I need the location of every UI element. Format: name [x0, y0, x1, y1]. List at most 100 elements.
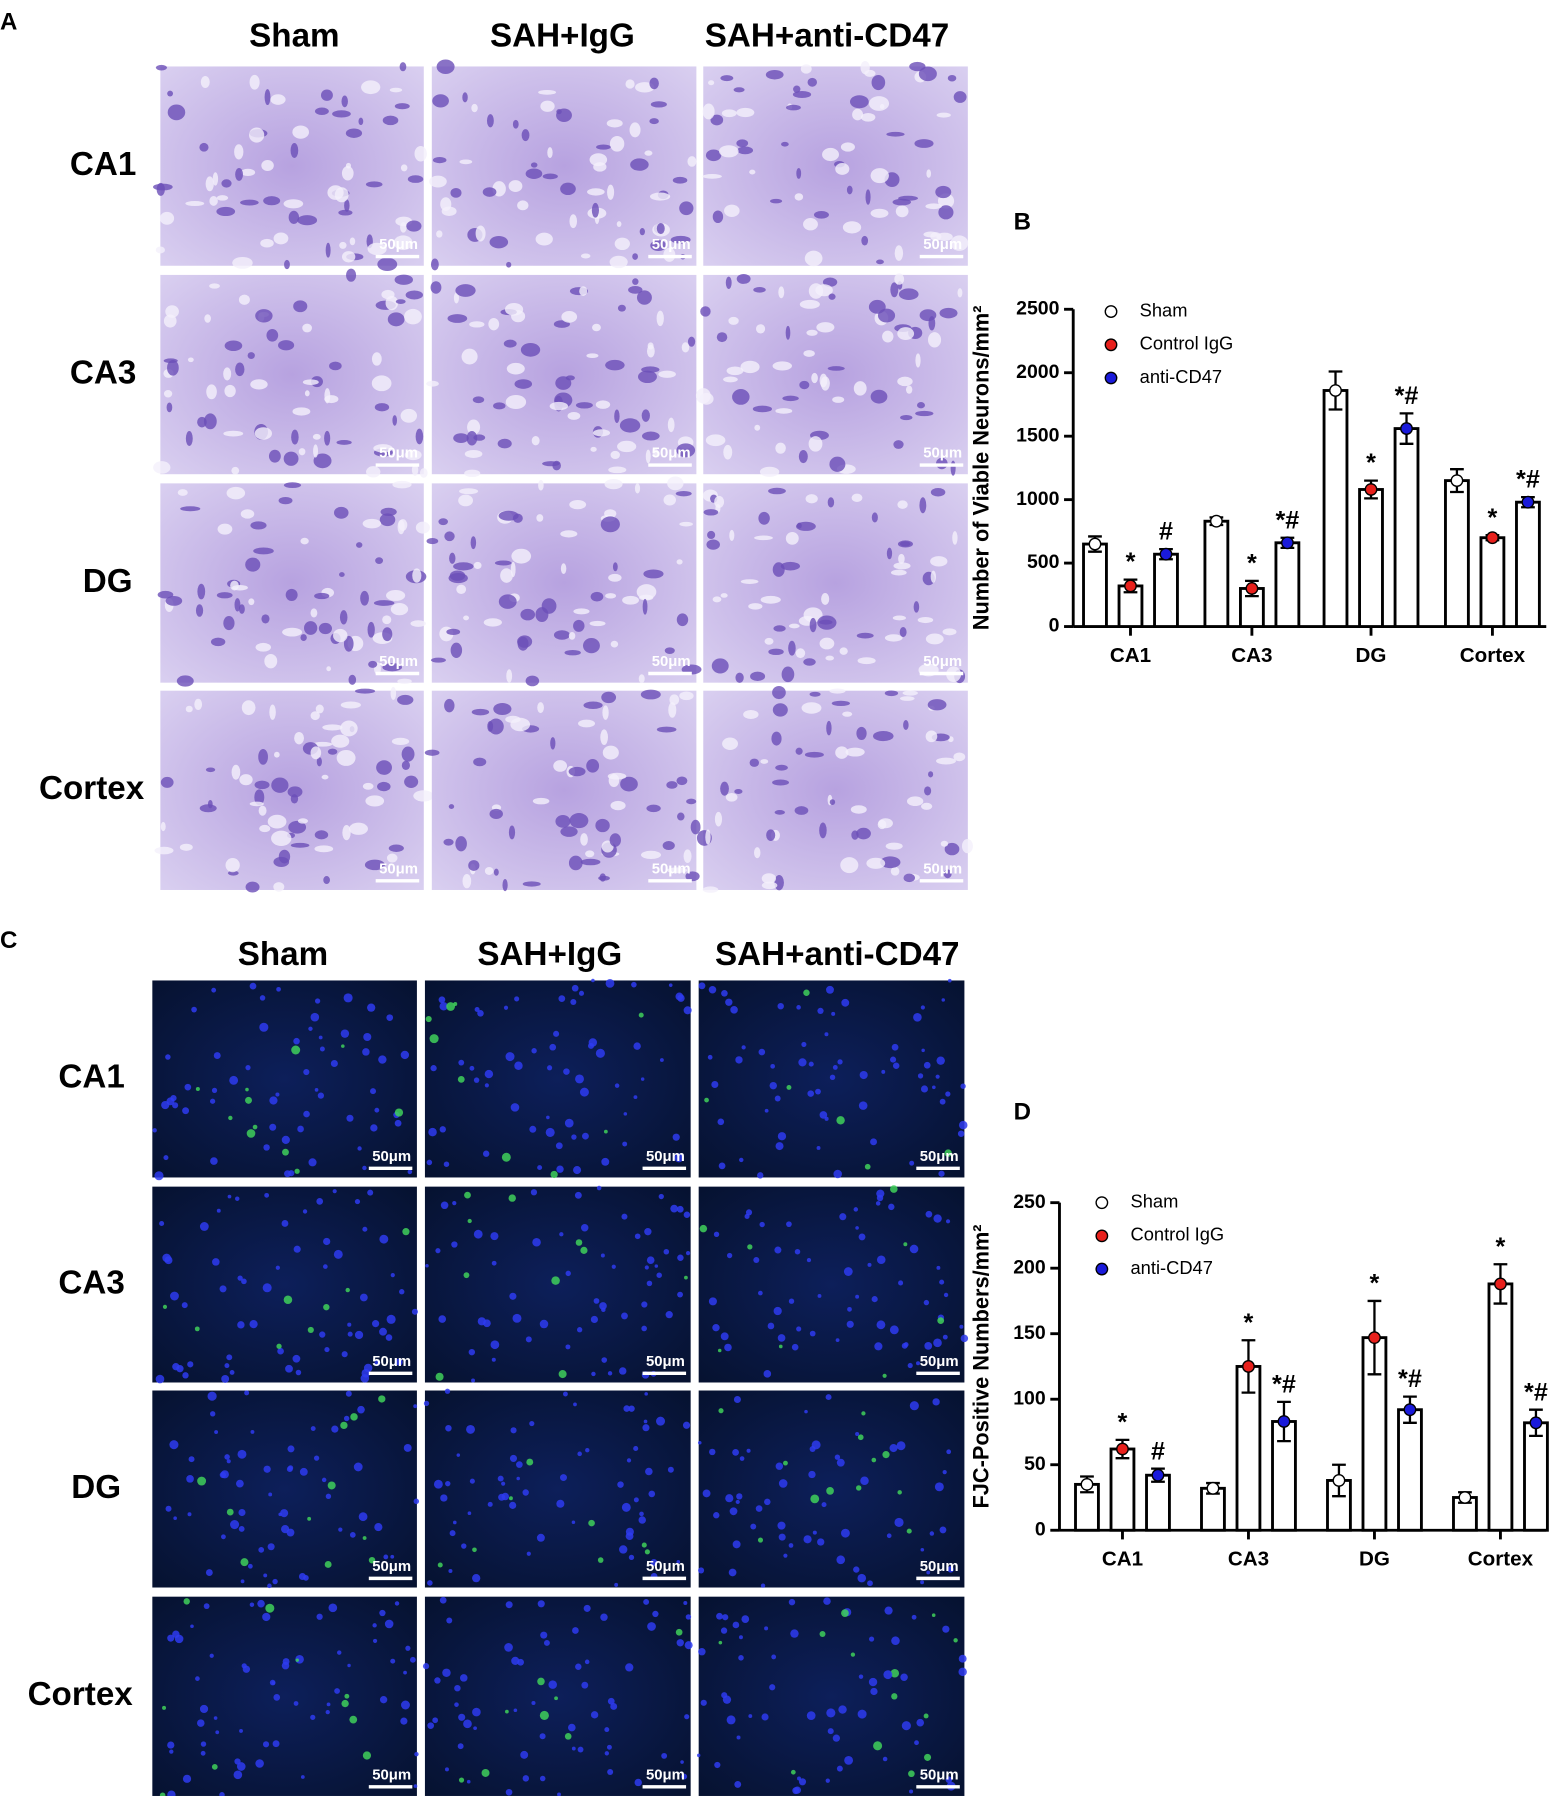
cell — [639, 594, 654, 601]
nucleus — [564, 1733, 572, 1740]
cell — [676, 443, 696, 458]
nucleus — [663, 1248, 670, 1255]
cell — [412, 568, 422, 583]
mean-dot — [1332, 1474, 1346, 1487]
nucleus — [295, 1369, 302, 1376]
significance-marker: * — [1244, 1309, 1254, 1337]
nucleus — [886, 1533, 892, 1539]
cell — [341, 251, 356, 263]
cell — [792, 90, 812, 99]
micrograph: 50μm — [426, 476, 702, 687]
nucleus — [341, 1699, 349, 1708]
cell — [813, 210, 829, 219]
cell — [165, 595, 183, 606]
cell — [764, 637, 774, 645]
scale-bar-label: 50μm — [646, 1149, 685, 1165]
cell — [401, 760, 410, 771]
legend-label: Control IgG — [1140, 333, 1234, 354]
cell — [298, 448, 306, 456]
cell — [530, 162, 538, 168]
nucleus — [736, 1493, 743, 1500]
cell — [568, 766, 586, 777]
nucleus — [675, 992, 684, 1001]
cell — [560, 182, 576, 196]
nucleus — [233, 1770, 243, 1780]
nucleus — [509, 1496, 513, 1501]
nucleus — [836, 1555, 846, 1565]
nucleus — [745, 1209, 753, 1216]
legend-marker — [1095, 1196, 1109, 1210]
cell — [522, 881, 541, 887]
mean-dot — [1209, 514, 1223, 528]
cell — [687, 156, 697, 167]
cell — [957, 288, 963, 298]
nucleus — [650, 1559, 658, 1566]
nucleus — [623, 1405, 630, 1412]
cell — [914, 139, 934, 148]
nucleus — [643, 1419, 648, 1424]
cell — [446, 628, 461, 635]
cell — [432, 156, 447, 164]
nucleus — [343, 993, 353, 1003]
cell — [811, 372, 818, 384]
nucleus — [606, 1744, 612, 1750]
nucleus — [532, 1238, 541, 1247]
cell — [292, 125, 310, 139]
cell — [569, 499, 587, 510]
nucleus — [680, 1760, 684, 1764]
nucleus — [890, 1668, 900, 1678]
nucleus — [823, 1597, 831, 1605]
nucleus — [640, 1077, 645, 1081]
cell — [200, 76, 210, 89]
nucleus — [674, 1153, 684, 1163]
cell — [856, 726, 867, 741]
nucleus — [526, 1551, 531, 1556]
cell — [617, 304, 626, 312]
nucleus — [817, 1538, 825, 1546]
nucleus — [513, 1708, 518, 1713]
cell — [320, 89, 333, 101]
cell — [471, 708, 490, 716]
nucleus — [173, 1516, 177, 1520]
mean-dot — [1280, 536, 1294, 550]
cell — [913, 601, 920, 613]
nucleus — [607, 1371, 613, 1376]
cell — [327, 748, 338, 755]
cell — [323, 876, 330, 884]
nucleus — [211, 1087, 218, 1094]
cell — [952, 531, 958, 545]
bar — [1203, 519, 1230, 628]
nucleus — [490, 1340, 500, 1350]
cell — [385, 295, 399, 311]
nucleus — [942, 1625, 950, 1633]
nucleus — [229, 1370, 235, 1375]
nucleus — [911, 1614, 917, 1620]
cell — [486, 114, 494, 128]
cell — [285, 588, 298, 601]
cell — [497, 438, 512, 449]
nucleus — [864, 1163, 871, 1170]
cell — [226, 486, 246, 500]
nucleus — [732, 1540, 741, 1549]
cell — [216, 206, 236, 217]
cell — [234, 598, 241, 612]
cell — [467, 419, 481, 435]
nucleus — [228, 1115, 233, 1121]
nucleus — [760, 1583, 766, 1588]
nucleus — [514, 1061, 523, 1070]
cell — [923, 231, 938, 238]
cell — [723, 376, 738, 383]
nucleus — [219, 1285, 227, 1293]
cell — [341, 165, 354, 181]
nucleus — [882, 1756, 888, 1762]
nucleus — [932, 1085, 936, 1090]
cell — [898, 288, 919, 300]
cell — [721, 109, 737, 118]
nucleus — [414, 1751, 419, 1757]
cell — [752, 405, 773, 413]
cell — [455, 284, 476, 297]
cell — [231, 584, 248, 591]
significance-marker: # — [1151, 1437, 1165, 1465]
panel-label: A — [0, 8, 17, 35]
cell — [819, 822, 827, 839]
